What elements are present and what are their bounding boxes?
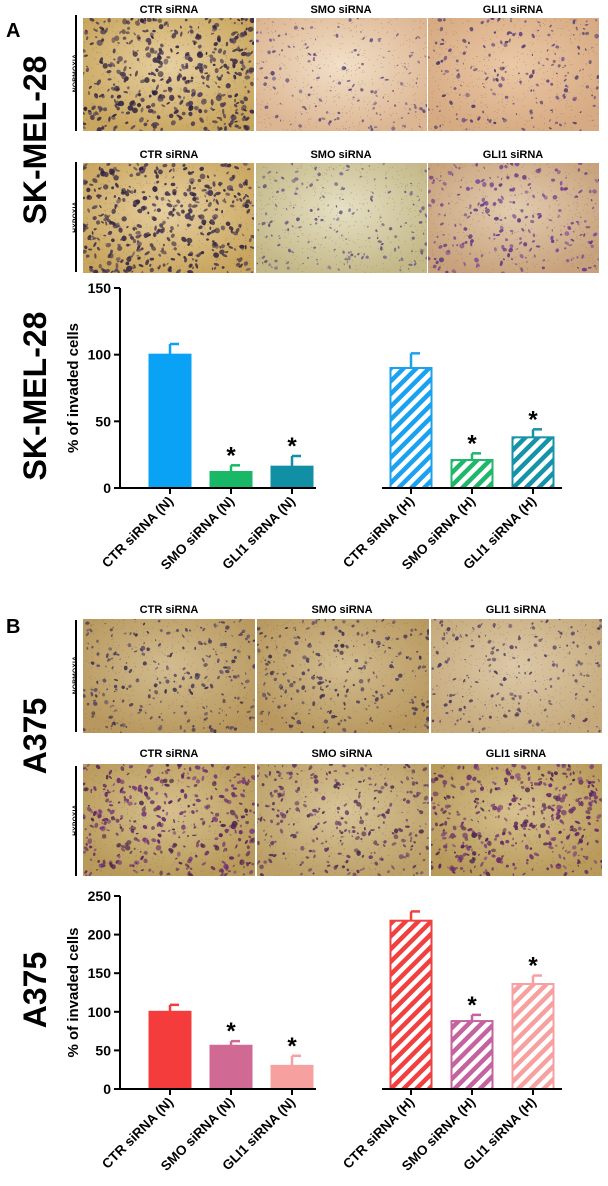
y-tick-label: 100 (88, 347, 112, 363)
micrograph (431, 764, 602, 876)
column-label-ctr-sirna: CTR siRNA (139, 149, 199, 161)
y-tick-label: 150 (88, 965, 112, 981)
bar (389, 919, 433, 1091)
column-label-gli1-sirna: GLI1 siRNA (482, 149, 544, 161)
micrograph (428, 18, 599, 131)
column-label-ctr-sirna: CTR siRNA (139, 604, 199, 616)
significance-star: * (287, 433, 297, 460)
y-tick-label: 0 (103, 1081, 111, 1097)
micrograph (257, 619, 429, 733)
bar (209, 1044, 253, 1091)
cell-line-label-sk-mel-28-chart: SK-MEL-28 (17, 311, 53, 481)
column-label-smo-sirna: SMO siRNA (311, 748, 373, 760)
condition-label-normoxia-b: NORMOXIA (72, 655, 79, 695)
micrograph (83, 764, 255, 876)
cell-line-label-a375-chart: A375 (17, 951, 53, 1029)
y-axis-label: % of invaded cells (65, 927, 82, 1057)
y-tick-label: 50 (95, 1042, 111, 1058)
micrograph (83, 619, 255, 733)
bar (450, 459, 494, 489)
column-label-ctr-sirna: CTR siRNA (139, 748, 199, 760)
bar (511, 436, 555, 489)
column-label-smo-sirna: SMO siRNA (310, 149, 372, 161)
column-label-ctr-sirna: CTR siRNA (139, 4, 199, 16)
bar (148, 1010, 192, 1090)
significance-star: * (467, 992, 477, 1019)
condition-label-normoxia-a: NORMOXIA (72, 53, 79, 93)
significance-star: * (467, 430, 477, 457)
significance-star: * (226, 442, 236, 469)
normoxia-bracket (75, 15, 77, 131)
condition-label-hypoxia-a: HYPOXIA (72, 201, 79, 233)
significance-star: * (528, 953, 538, 980)
column-label-gli1-sirna: GLI1 siRNA (485, 748, 547, 760)
y-tick-label: 100 (88, 1004, 112, 1020)
hypoxia-bracket (75, 766, 77, 876)
bar (511, 983, 555, 1090)
hypoxia-bracket (75, 162, 77, 272)
significance-star: * (287, 1033, 297, 1060)
micrograph (83, 163, 254, 273)
column-label-gli1-sirna: GLI1 siRNA (482, 4, 544, 16)
bar (209, 471, 253, 489)
micrograph (257, 764, 429, 876)
y-tick-label: 150 (88, 280, 112, 296)
cell-line-label-sk-mel-28: SK-MEL-28 (17, 55, 53, 225)
significance-star: * (528, 406, 538, 433)
bar (148, 353, 192, 489)
condition-label-hypoxia-b: HYPOXIA (72, 804, 79, 836)
cell-line-label-a375: A375 (17, 697, 53, 775)
bar (270, 465, 314, 490)
column-label-smo-sirna: SMO siRNA (311, 604, 373, 616)
bar (389, 367, 433, 489)
column-label-gli1-sirna: GLI1 siRNA (485, 604, 547, 616)
column-label-smo-sirna: SMO siRNA (310, 4, 372, 16)
normoxia-bracket (75, 620, 77, 732)
micrograph (256, 18, 427, 131)
micrograph (431, 619, 602, 733)
micrograph (83, 18, 254, 131)
y-tick-label: 0 (103, 480, 111, 496)
panel-letter-b: B (6, 616, 21, 638)
y-tick-label: 200 (88, 927, 112, 943)
micrograph (428, 163, 599, 273)
bar (270, 1064, 314, 1090)
y-axis-label: % of invaded cells (65, 323, 82, 453)
y-tick-label: 250 (88, 888, 112, 904)
panel-letter-a: A (6, 20, 21, 42)
y-tick-label: 50 (95, 413, 111, 429)
bar (450, 1020, 494, 1090)
micrograph (256, 163, 427, 273)
significance-star: * (226, 1018, 236, 1045)
